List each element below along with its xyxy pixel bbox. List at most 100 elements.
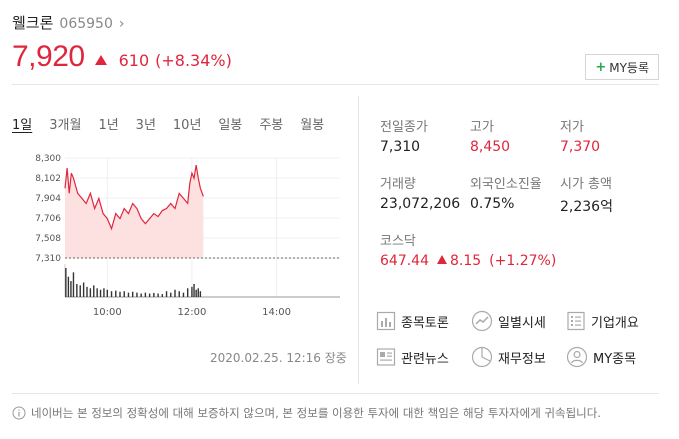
volume-bar bbox=[131, 291, 134, 297]
high-value: 8,450 bbox=[470, 139, 511, 155]
volume-bar bbox=[119, 291, 121, 297]
volume-bar bbox=[70, 281, 72, 297]
foreign-label: 외국인소진율 bbox=[470, 177, 542, 192]
x-tick-label: 14:00 bbox=[262, 307, 291, 318]
link-daily-quotes[interactable]: 일별시세 bbox=[471, 310, 566, 332]
foreign-value: 0.75% bbox=[470, 196, 515, 212]
link-my-stocks[interactable]: MY종목 bbox=[566, 346, 666, 368]
divider bbox=[12, 393, 659, 394]
link-related-news[interactable]: 관련뉴스 bbox=[376, 346, 471, 368]
price-row: 7,920 610 (+8.34%) bbox=[12, 40, 232, 74]
change-amount: 610 bbox=[118, 51, 150, 70]
tab-3m[interactable]: 3개월 bbox=[49, 118, 82, 133]
prev-close-value: 7,310 bbox=[380, 139, 421, 155]
volume-bar bbox=[199, 291, 202, 297]
volume: 거래량 23,072,206 bbox=[380, 173, 470, 216]
timestamp: 2020.02.25. 12:16 장중 bbox=[210, 351, 347, 365]
volume-bar bbox=[72, 272, 75, 297]
up-arrow-icon bbox=[94, 55, 107, 65]
chevron-right-icon[interactable]: › bbox=[118, 16, 125, 32]
disclaimer-text: 네이버는 본 정보의 정확성에 대해 보증하지 않으며, 본 정보를 이용한 투… bbox=[31, 406, 601, 420]
volume-bar bbox=[79, 285, 81, 297]
index-change-amount: 8.15 bbox=[450, 253, 482, 269]
tab-weekly[interactable]: 주봉 bbox=[259, 118, 284, 133]
tab-10y[interactable]: 10년 bbox=[172, 118, 202, 133]
volume-bar bbox=[153, 292, 155, 297]
pie-icon bbox=[471, 346, 493, 368]
index-values: 647.44 8.15 (+1.27%) bbox=[380, 253, 660, 269]
news-icon bbox=[376, 348, 396, 366]
period-tabs: 1일 3개월 1년 3년 10년 일봉 주봉 월봉 bbox=[12, 114, 341, 133]
volume-bar bbox=[65, 268, 67, 297]
volume-bar bbox=[67, 276, 70, 297]
stock-title[interactable]: 웰크론 065950 › bbox=[12, 12, 124, 33]
volume-bar bbox=[86, 286, 88, 297]
volume-bar bbox=[178, 291, 180, 297]
volume-bar bbox=[127, 292, 130, 297]
link-label: 종목토론 bbox=[401, 315, 449, 331]
volume-bar bbox=[157, 293, 159, 297]
link-label: 기업개요 bbox=[591, 315, 639, 331]
price-line bbox=[64, 164, 204, 231]
prev-close: 전일종가 7,310 bbox=[380, 116, 470, 155]
x-tick-label: 12:00 bbox=[178, 307, 207, 318]
market-cap: 시가 총액 2,236억 bbox=[560, 173, 650, 216]
y-tick-label: 7,904 bbox=[35, 194, 61, 204]
volume-bar bbox=[195, 289, 197, 297]
change-percent: (+8.34%) bbox=[155, 51, 232, 70]
index-change: 8.15 bbox=[437, 253, 481, 269]
volume-bar bbox=[93, 285, 95, 297]
link-label: 재무정보 bbox=[498, 351, 546, 367]
y-tick-label: 7,508 bbox=[35, 234, 61, 244]
my-register-label: MY등록 bbox=[609, 60, 649, 75]
stock-code[interactable]: 065950 bbox=[59, 16, 113, 32]
prev-close-label: 전일종가 bbox=[380, 120, 428, 135]
high-price: 고가 8,450 bbox=[470, 116, 560, 155]
divider bbox=[358, 96, 359, 384]
volume-bar bbox=[115, 290, 117, 297]
volume-bar bbox=[140, 293, 142, 297]
tab-daily[interactable]: 일봉 bbox=[218, 118, 243, 133]
index-info: 코스닥 647.44 8.15 (+1.27%) bbox=[380, 230, 660, 269]
index-value: 647.44 bbox=[380, 253, 429, 269]
link-financials[interactable]: 재무정보 bbox=[471, 346, 566, 368]
volume-bar bbox=[148, 293, 151, 297]
market-cap-value: 2,236억 bbox=[560, 199, 613, 215]
low-value: 7,370 bbox=[560, 139, 601, 155]
link-company-overview[interactable]: 기업개요 bbox=[566, 310, 666, 332]
volume-bar bbox=[82, 282, 85, 297]
price-area bbox=[65, 165, 204, 258]
chart-board-icon bbox=[376, 311, 396, 331]
foreign-rate: 외국인소진율 0.75% bbox=[470, 173, 560, 216]
volume-bar bbox=[144, 292, 147, 297]
high-label: 고가 bbox=[470, 120, 494, 135]
y-tick-label: 8,300 bbox=[35, 154, 61, 164]
volume-bar bbox=[165, 291, 168, 297]
my-register-button[interactable]: + MY등록 bbox=[585, 54, 659, 80]
volume-bar bbox=[161, 294, 164, 297]
volume-bar bbox=[99, 289, 102, 297]
stock-info: 전일종가 7,310 고가 8,450 저가 7,370 거래량 23,072,… bbox=[380, 116, 660, 269]
volume-bar bbox=[186, 288, 189, 297]
volume-label: 거래량 bbox=[380, 177, 416, 192]
intraday-chart: 8,300 8,102 7,904 7,706 7,508 7,310 10:00 12:00… bbox=[35, 154, 340, 318]
volume-bar bbox=[191, 286, 193, 297]
stock-header: 웰크론 065950 › 7,920 610 (+8.34%) + MY등록 bbox=[12, 8, 659, 84]
tab-1y[interactable]: 1년 bbox=[98, 118, 119, 133]
link-discussion[interactable]: 종목토론 bbox=[376, 310, 471, 332]
volume-bar bbox=[123, 291, 125, 297]
tab-3y[interactable]: 3년 bbox=[135, 118, 156, 133]
info-row: 거래량 23,072,206 외국인소진율 0.75% 시가 총액 2,236억 bbox=[380, 173, 660, 216]
disclaimer: 네이버는 본 정보의 정확성에 대해 보증하지 않으며, 본 정보를 이용한 투… bbox=[12, 405, 601, 421]
trend-icon bbox=[471, 310, 493, 332]
volume-bar bbox=[197, 288, 199, 297]
tab-1d[interactable]: 1일 bbox=[12, 118, 33, 133]
volume-bar bbox=[96, 288, 98, 297]
quick-links: 종목토론 일별시세 기업개요 관련뉴스 bbox=[376, 310, 666, 368]
index-label[interactable]: 코스닥 bbox=[380, 234, 416, 249]
stock-name[interactable]: 웰크론 bbox=[12, 14, 54, 32]
link-label: MY종목 bbox=[593, 351, 637, 367]
tab-monthly[interactable]: 월봉 bbox=[300, 118, 325, 133]
volume-bar bbox=[170, 292, 172, 297]
volume-bar bbox=[103, 288, 105, 297]
